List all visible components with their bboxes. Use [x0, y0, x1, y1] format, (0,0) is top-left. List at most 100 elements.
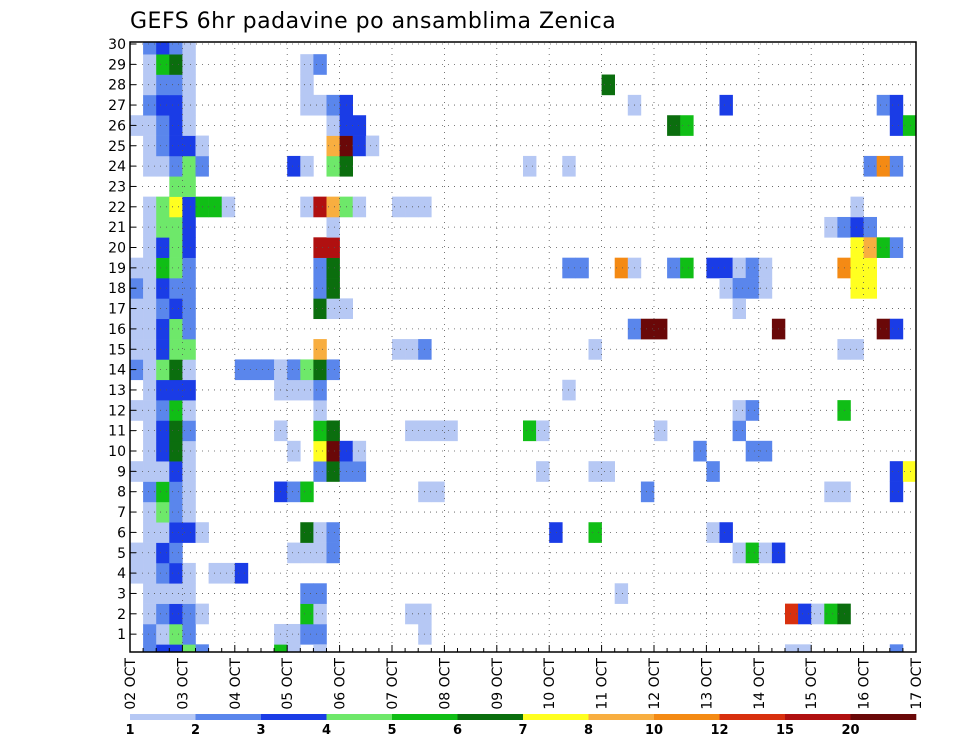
heatmap-cell — [156, 74, 170, 96]
heatmap-cell — [326, 115, 340, 136]
heatmap-cell — [169, 318, 183, 340]
heatmap-cell — [169, 501, 183, 523]
heatmap-cell — [156, 461, 170, 482]
colorbar-swatch — [261, 714, 327, 720]
heatmap-cell — [824, 216, 838, 238]
heatmap-cell — [156, 339, 170, 360]
heatmap-cell — [300, 359, 314, 381]
y-tick-label: 23 — [108, 179, 126, 195]
heatmap-cell — [182, 501, 196, 523]
heatmap-cell — [326, 359, 340, 381]
heatmap-cell — [313, 196, 327, 218]
heatmap-cell — [745, 400, 760, 421]
heatmap-cell — [863, 237, 877, 258]
colorbar-swatch — [654, 714, 720, 720]
heatmap-cell — [326, 440, 340, 462]
colorbar-swatch — [326, 714, 393, 720]
heatmap-cell — [143, 94, 157, 116]
heatmap-cell — [143, 74, 157, 96]
heatmap-cell — [326, 420, 340, 442]
heatmap-cell — [143, 562, 157, 584]
heatmap-cell — [156, 318, 170, 340]
heatmap-cell — [667, 115, 681, 136]
heatmap-cell — [300, 603, 314, 625]
heatmap-cell — [300, 542, 314, 564]
heatmap-cell — [352, 115, 367, 136]
heatmap-cell — [654, 318, 668, 340]
y-tick-label: 18 — [108, 281, 126, 297]
heatmap-cell — [156, 94, 170, 116]
heatmap-cell — [326, 522, 340, 543]
heatmap-cell — [234, 562, 249, 584]
y-tick-label: 6 — [117, 525, 126, 541]
heatmap-cell — [352, 135, 367, 157]
heatmap-cell — [156, 501, 170, 523]
heatmap-cell — [182, 278, 196, 299]
heatmap-cell — [719, 522, 733, 543]
heatmap-cell — [313, 94, 327, 116]
heatmap-cell — [169, 562, 183, 584]
heatmap-cell — [902, 461, 917, 482]
heatmap-cell — [143, 359, 157, 381]
heatmap-cell — [169, 603, 183, 625]
heatmap-cell — [313, 522, 327, 543]
heatmap-cell — [405, 420, 419, 442]
heatmap-cell — [182, 54, 196, 75]
colorbar-swatch — [719, 714, 786, 720]
heatmap-cell — [156, 603, 170, 625]
heatmap-cell — [889, 481, 904, 503]
heatmap-cell — [182, 440, 196, 462]
y-tick-label: 27 — [108, 98, 126, 114]
heatmap-cell — [156, 54, 170, 75]
heatmap-cell — [143, 603, 157, 625]
heatmap-cell — [182, 176, 196, 197]
heatmap-cell — [156, 237, 170, 258]
heatmap-cell — [680, 115, 694, 136]
heatmap-cell — [143, 440, 157, 462]
heatmap-cell — [169, 278, 183, 299]
heatmap-cell — [352, 461, 367, 482]
y-tick-label: 16 — [108, 322, 126, 338]
heatmap-cell — [850, 278, 864, 299]
heatmap-cell — [889, 94, 904, 116]
heatmap-cell — [182, 135, 196, 157]
heatmap-cell — [313, 359, 327, 381]
heatmap-cell — [326, 461, 340, 482]
heatmap-cell — [719, 94, 733, 116]
heatmap-cell — [313, 400, 327, 421]
heatmap-cell — [326, 155, 340, 177]
heatmap-cell — [182, 461, 196, 482]
heatmap-cell — [156, 115, 170, 136]
colorbar-label: 2 — [191, 723, 200, 738]
heatmap-cell — [313, 583, 327, 604]
y-axis: 1234567891011121314151617181920212223242… — [108, 37, 136, 643]
heatmap-cell — [719, 257, 733, 279]
x-tick-label: 09 OCT — [490, 658, 506, 710]
heatmap-cell — [313, 542, 327, 564]
heatmap-cell — [706, 257, 720, 279]
heatmap-cell — [719, 278, 733, 299]
heatmap-cell — [182, 420, 196, 442]
colorbar: 1 2 3 4 5 6 7 8 10 12 15 20 — [125, 714, 917, 738]
colorbar-label: 8 — [584, 723, 593, 738]
x-tick-label: 13 OCT — [699, 658, 715, 710]
heatmap-cell — [182, 298, 196, 320]
heatmap-cell — [169, 115, 183, 136]
colorbar-swatch — [785, 714, 851, 720]
heatmap-cell — [182, 42, 196, 55]
heatmap-cell — [732, 298, 746, 320]
heatmap-cell — [300, 481, 314, 503]
heatmap-cell — [156, 522, 170, 543]
heatmap-cell — [287, 644, 301, 653]
colorbar-swatch — [195, 714, 262, 720]
heatmap-cell — [143, 461, 157, 482]
colorbar-label: 10 — [645, 723, 663, 738]
heatmap-cell — [182, 481, 196, 503]
heatmap-cell — [326, 542, 340, 564]
heatmap-cell — [614, 583, 629, 604]
heatmap-cell — [182, 257, 196, 279]
heatmap-cell — [169, 257, 183, 279]
y-tick-label: 13 — [108, 383, 126, 399]
heatmap-cell — [156, 481, 170, 503]
heatmap-cell — [313, 440, 327, 462]
